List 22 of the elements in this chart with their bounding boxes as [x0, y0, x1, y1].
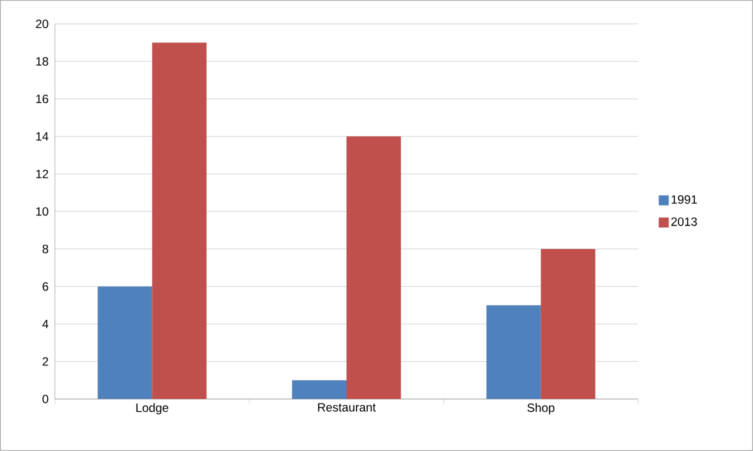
x-tick-label: Restaurant [318, 403, 376, 412]
y-tick-label: 2 [42, 357, 48, 366]
y-tick-label: 12 [36, 170, 48, 178]
bar [152, 42, 207, 400]
y-tick-label: 0 [42, 394, 48, 404]
y-tick-label: 4 [42, 320, 48, 328]
y-tick-label: 20 [36, 20, 48, 28]
bar [98, 286, 152, 400]
y-tick-label: 8 [42, 244, 48, 254]
bar [346, 136, 401, 400]
x-tick-label: Lodge [136, 403, 168, 414]
bar [292, 380, 346, 400]
y-tick-label: 10 [36, 207, 48, 216]
bar [486, 305, 541, 400]
x-tick-label: Shop [527, 403, 554, 414]
legend-label: 2013 [671, 217, 697, 226]
legend-label: 1991 [672, 195, 697, 204]
y-tick-label: 16 [36, 94, 48, 104]
bar [540, 249, 596, 400]
y-tick-label: 14 [36, 132, 48, 141]
y-tick-label: 6 [42, 282, 48, 291]
y-tick-label: 18 [36, 57, 48, 66]
